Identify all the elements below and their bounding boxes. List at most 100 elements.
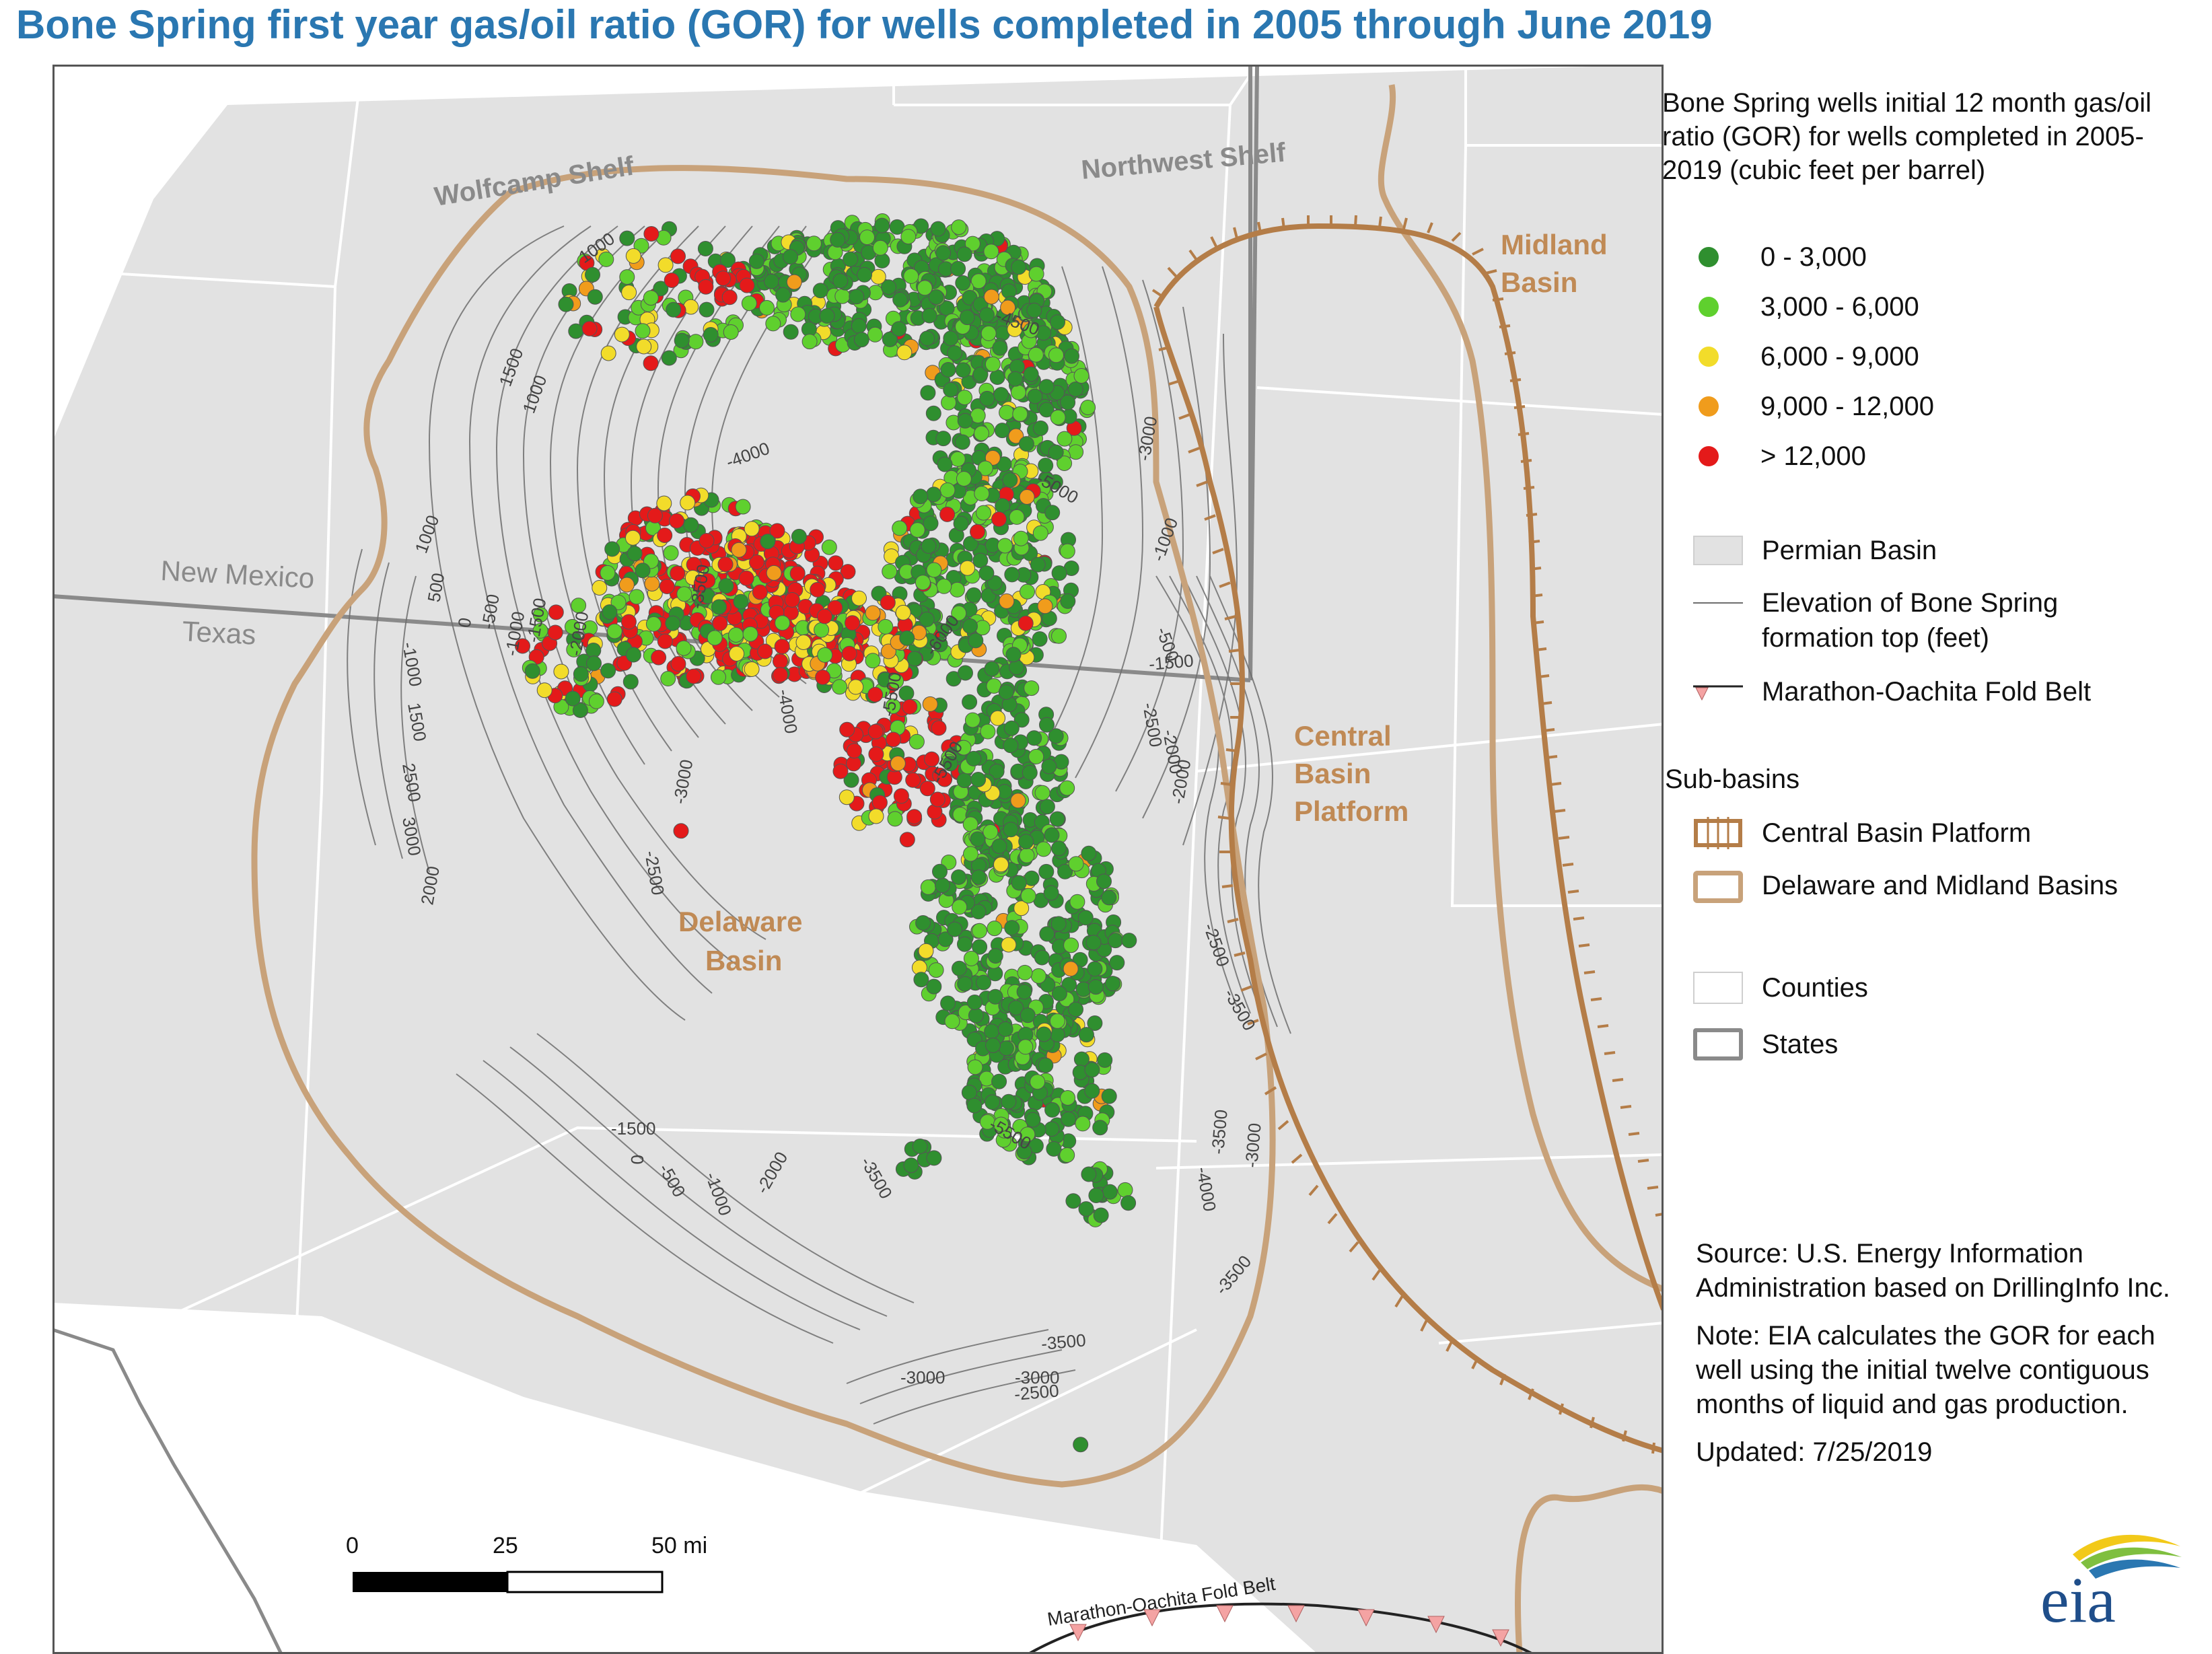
well-point <box>1038 1057 1054 1073</box>
well-point <box>937 771 953 787</box>
well-point <box>830 231 846 248</box>
well-point <box>656 495 672 511</box>
well-point <box>962 694 978 710</box>
well-point <box>943 382 959 398</box>
well-point <box>1026 302 1042 318</box>
well-point <box>892 520 908 536</box>
well-point <box>1038 458 1054 474</box>
well-point <box>1057 863 1073 879</box>
legend-gor-class: 9,000 - 12,000 <box>1662 389 1934 424</box>
well-point <box>680 495 696 511</box>
fold-belt-swatch <box>1693 685 1743 701</box>
well-point <box>814 622 830 638</box>
well-point <box>983 824 999 840</box>
well-point <box>913 489 929 505</box>
gor-class-label: > 12,000 <box>1760 441 1866 471</box>
contour-label: 500 <box>423 571 448 604</box>
well-point <box>1059 780 1075 796</box>
well-point <box>841 645 857 661</box>
well-point <box>815 670 831 685</box>
well-point <box>1032 525 1048 541</box>
well-point <box>972 923 987 939</box>
well-point <box>851 590 867 606</box>
well-point <box>625 248 641 264</box>
well-point <box>1008 1000 1024 1016</box>
well-point <box>1050 916 1067 932</box>
well-point <box>759 299 775 316</box>
well-point <box>1063 961 1079 977</box>
well-point <box>1009 509 1025 525</box>
well-point <box>958 665 973 681</box>
well-point <box>964 712 980 728</box>
well-point <box>664 273 680 288</box>
well-point <box>666 301 682 318</box>
well-point <box>1078 1027 1094 1043</box>
well-point <box>629 589 645 605</box>
well-point <box>683 517 699 533</box>
well-point <box>1044 505 1061 521</box>
legend-label-states: States <box>1762 1030 1839 1059</box>
delaware-midland-swatch <box>1693 871 1743 903</box>
well-point <box>928 962 944 978</box>
well-point <box>944 1013 960 1030</box>
well-point <box>1037 598 1053 614</box>
well-point <box>723 324 739 340</box>
well-point <box>827 600 843 616</box>
legend-label-elevation: Elevation of Bone Spring formation top (… <box>1762 588 2059 653</box>
well-point <box>990 710 1006 726</box>
well-point <box>581 320 598 336</box>
well-point <box>645 616 662 632</box>
well-point <box>647 507 663 524</box>
well-point <box>600 345 616 361</box>
well-point <box>892 291 908 308</box>
well-point <box>1034 785 1050 801</box>
well-point <box>918 943 934 959</box>
delaware-midland-outline <box>251 84 1664 1654</box>
well-point <box>720 252 736 268</box>
legend-gor-class: 0 - 3,000 <box>1662 240 1867 275</box>
well-point <box>1084 1062 1100 1078</box>
well-point <box>919 330 935 347</box>
well-point <box>968 1007 984 1023</box>
well-point <box>963 846 978 862</box>
well-point <box>1000 299 1016 316</box>
well-point <box>600 663 616 679</box>
eia-logo[interactable]: eia <box>2026 1527 2187 1628</box>
well-point <box>870 268 886 285</box>
midland-basin-label-1: Midland <box>1501 229 1608 260</box>
well-points[interactable] <box>515 213 1137 1453</box>
well-point <box>999 593 1015 609</box>
well-point <box>976 505 991 521</box>
well-point <box>1008 428 1024 444</box>
well-point <box>956 246 972 262</box>
well-point <box>1065 1193 1081 1209</box>
well-point <box>970 904 987 920</box>
well-point <box>994 423 1010 439</box>
well-point <box>903 1157 919 1174</box>
well-point <box>1012 406 1028 422</box>
well-point <box>984 661 1000 677</box>
contour-label: -3000 <box>900 1367 946 1388</box>
well-point <box>976 974 991 991</box>
well-point <box>548 604 564 620</box>
well-point <box>571 598 587 614</box>
well-point <box>977 460 993 476</box>
well-point <box>947 921 963 937</box>
well-point <box>625 530 641 546</box>
legend-label-counties: Counties <box>1762 973 1868 1003</box>
well-point <box>718 578 734 594</box>
well-point <box>728 627 744 643</box>
well-point <box>817 647 833 663</box>
well-point <box>900 229 917 245</box>
well-point <box>937 456 953 472</box>
well-point <box>985 1038 1001 1053</box>
well-point <box>606 623 622 639</box>
well-point <box>1011 875 1027 891</box>
well-point <box>1059 543 1075 559</box>
well-point <box>748 253 764 269</box>
well-point <box>997 1021 1013 1037</box>
map-frame[interactable]: Wolfcamp Shelf Northwest Shelf Midland B… <box>52 65 1664 1654</box>
legend-gor-class: > 12,000 <box>1662 439 1866 474</box>
central-basin-label-3: Platform <box>1294 795 1408 827</box>
central-basin-label-2: Basin <box>1294 758 1371 789</box>
